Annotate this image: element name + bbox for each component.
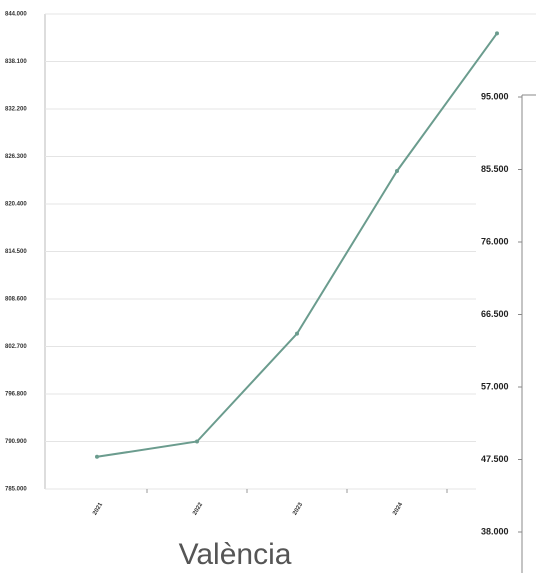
- point: [95, 454, 99, 459]
- second-chart-panel: [476, 88, 536, 573]
- y-tick-label: 790.900: [5, 439, 27, 445]
- x-tick-label: 2024: [392, 501, 404, 516]
- y-tick-label: 838.100: [5, 59, 27, 65]
- line: [96, 32, 498, 458]
- point: [195, 439, 199, 444]
- y-tick-label: 820.400: [5, 202, 27, 208]
- y-tick-label: 826.300: [5, 154, 27, 160]
- y-tick-label: 57.000: [481, 381, 509, 391]
- point: [395, 168, 399, 173]
- x-tick-label: 2022: [192, 501, 204, 516]
- y-tick-label: 38.000: [481, 526, 509, 536]
- y-tick-label: 47.500: [481, 454, 509, 464]
- y-tick-label: 785.000: [5, 487, 27, 493]
- y-tick-label: 832.200: [5, 107, 27, 113]
- y-tick-label: 808.600: [5, 297, 27, 303]
- y-tick-label: 85.500: [481, 164, 509, 174]
- y-tick-label: 95.000: [481, 91, 509, 101]
- y-tick-label: 802.700: [5, 344, 27, 350]
- x-tick-label: 2021: [92, 501, 104, 516]
- y-tick-label: 66.500: [481, 309, 509, 319]
- y-tick-label: 76.000: [481, 236, 509, 246]
- chart-title: València: [179, 538, 292, 571]
- y-tick-label: 814.500: [5, 249, 27, 255]
- point: [495, 31, 499, 36]
- y-tick-label: 844.000: [5, 12, 27, 18]
- x-tick-label: 2023: [292, 501, 304, 516]
- point: [295, 331, 299, 336]
- y-tick-label: 796.800: [5, 392, 27, 398]
